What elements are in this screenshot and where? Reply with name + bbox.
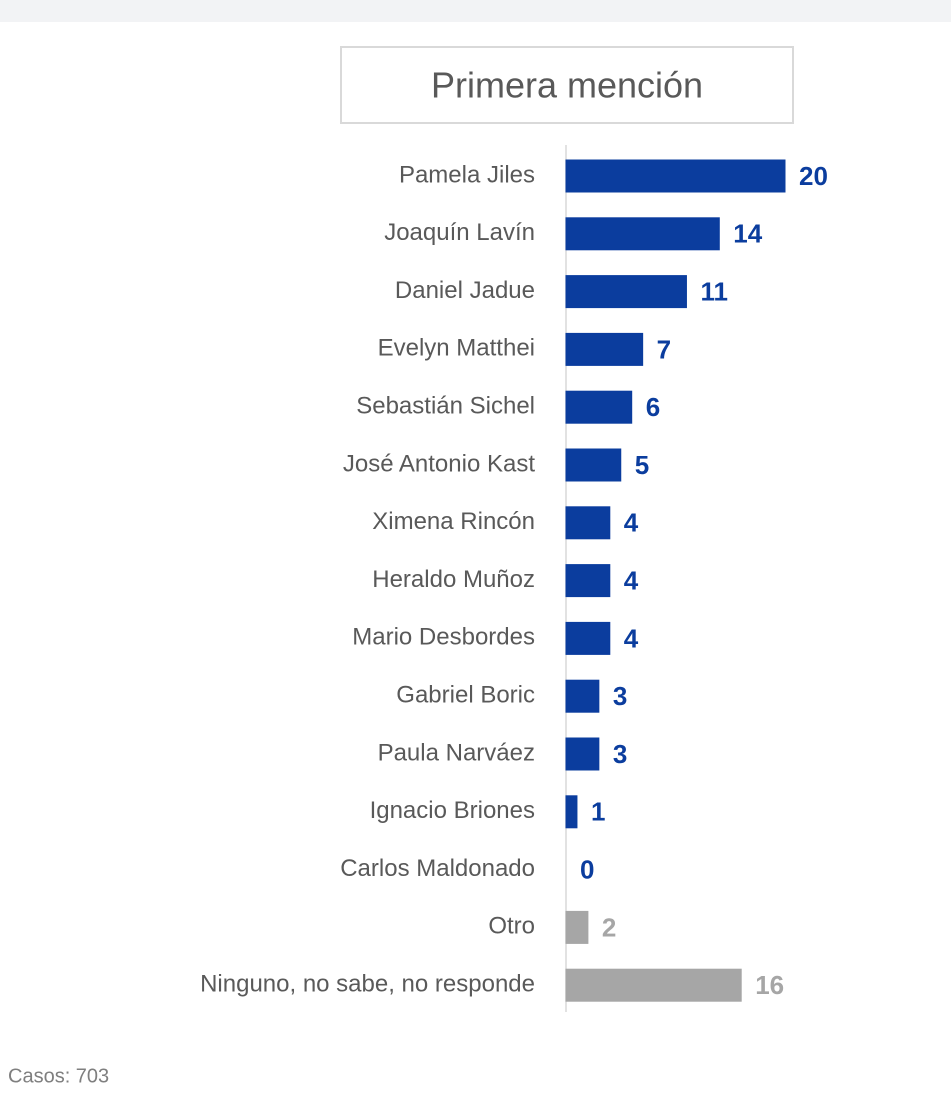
value-label: 20 <box>799 161 828 191</box>
bar <box>565 795 578 829</box>
category-label: Gabriel Boric <box>396 682 535 709</box>
category-label: Daniel Jadue <box>395 277 535 304</box>
bar <box>565 968 742 1002</box>
category-label: Ignacio Briones <box>370 797 535 824</box>
category-label: Otro <box>488 913 535 940</box>
value-label: 4 <box>624 565 639 595</box>
bar <box>565 275 687 309</box>
value-label: 4 <box>624 508 639 538</box>
title-box <box>340 46 794 124</box>
category-label: Mario Desbordes <box>352 624 535 651</box>
value-label: 1 <box>591 797 605 827</box>
category-label: Ximena Rincón <box>372 508 535 535</box>
category-label: Heraldo Muñoz <box>372 566 535 593</box>
bar <box>565 390 633 424</box>
category-label: Carlos Maldonado <box>340 855 535 882</box>
chart-title: Primera mención <box>431 65 703 106</box>
value-label: 4 <box>624 623 639 653</box>
category-label: José Antonio Kast <box>343 450 535 477</box>
footnote: Casos: 703 <box>8 1065 109 1087</box>
bar <box>565 448 622 482</box>
value-label: 3 <box>613 681 627 711</box>
bar <box>565 679 600 713</box>
bar <box>565 332 644 366</box>
top-strip <box>0 0 951 22</box>
bar <box>565 217 720 251</box>
bar <box>565 621 611 655</box>
value-label: 6 <box>646 392 660 422</box>
value-label: 7 <box>657 334 671 364</box>
category-label: Evelyn Matthei <box>378 335 535 362</box>
bar <box>565 159 786 193</box>
bar <box>565 506 611 540</box>
category-label: Pamela Jiles <box>399 161 535 188</box>
value-label: 2 <box>602 912 616 942</box>
bar <box>565 564 611 598</box>
category-label: Ninguno, no sabe, no responde <box>200 971 535 998</box>
value-label: 11 <box>700 276 728 306</box>
value-label: 14 <box>733 219 762 249</box>
bar <box>565 910 589 944</box>
category-label: Paula Narváez <box>378 739 535 766</box>
value-label: 3 <box>613 739 627 769</box>
category-label: Sebastián Sichel <box>356 393 535 420</box>
value-label: 16 <box>755 970 784 1000</box>
value-label: 5 <box>635 450 649 480</box>
category-label: Joaquín Lavín <box>384 219 535 246</box>
value-label: 0 <box>580 854 594 884</box>
bar <box>565 737 600 771</box>
